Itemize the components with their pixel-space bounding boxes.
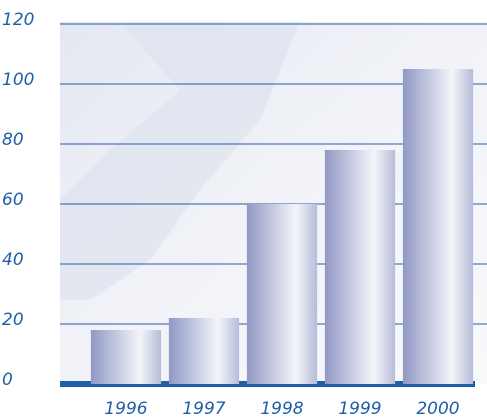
x-tick-label: 1997 [182,399,225,419]
bar [325,150,395,384]
bar [403,69,473,384]
y-tick-label: 20 [2,310,24,330]
y-tick-label: 120 [2,10,34,30]
y-tick-label: 40 [2,250,24,270]
bar [169,318,239,384]
bar [91,330,161,384]
y-tick-label: 80 [2,130,24,150]
chart: 0 20 40 60 80 100 120 1996 1997 1998 1999 2000 [0,0,487,420]
x-tick-label: 1999 [338,399,381,419]
y-tick-label: 0 [2,370,13,390]
x-tick-label: 1998 [260,399,303,419]
y-tick-label: 100 [2,70,34,90]
x-tick-label: 1996 [104,399,147,419]
y-tick-label: 60 [2,190,24,210]
x-tick-label: 2000 [416,399,459,419]
bar [247,204,317,384]
